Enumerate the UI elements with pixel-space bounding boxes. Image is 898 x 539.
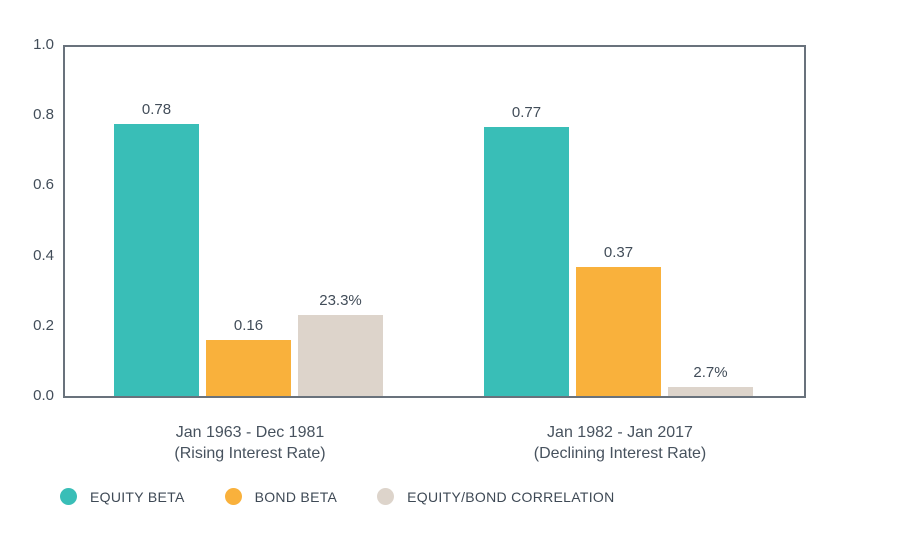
bar-value-label: 0.77: [511, 104, 542, 121]
legend-dot-icon: [60, 488, 77, 505]
y-axis-tick-label: 1.0: [33, 36, 54, 53]
plot-area: 0.78 0.16 23.3% 0.77 0.37 2.7%: [63, 45, 806, 398]
chart-legend: EQUITY BETA BOND BETA EQUITY/BOND CORRELAT…: [60, 488, 615, 505]
legend-item: EQUITY BETA: [60, 488, 185, 505]
bar-bond-beta: 0.37: [576, 244, 661, 396]
bar-value-label: 0.78: [141, 101, 172, 118]
bar-value-label: 0.16: [233, 317, 264, 334]
y-axis-tick-label: 0.6: [33, 176, 54, 193]
x-axis-category-line: Jan 1963 - Dec 1981: [175, 424, 325, 441]
y-axis-tick-label: 0.0: [33, 387, 54, 404]
y-axis-tick-label: 0.4: [33, 247, 54, 264]
y-axis-tick-label: 0.2: [33, 317, 54, 334]
bar-equity-beta: 0.78: [114, 101, 199, 396]
legend-item: BOND BETA: [224, 488, 338, 505]
bar-equity-bond-correlation: 23.3%: [298, 292, 383, 396]
x-axis-category-line: (Declining Interest Rate): [533, 445, 707, 462]
bar-value-label: 23.3%: [319, 292, 362, 309]
bar-group: 0.78 0.16 23.3%: [114, 101, 383, 396]
x-axis-category-label: Jan 1963 - Dec 1981 (Rising Interest Rate…: [174, 422, 325, 464]
bar-value-label: 0.37: [603, 244, 634, 261]
x-axis-category-line: (Rising Interest Rate): [174, 445, 326, 462]
legend-dot-icon: [224, 488, 242, 505]
legend-dot-icon: [377, 488, 395, 505]
x-axis-category-label: Jan 1982 - Jan 2017 (Declining Interest R…: [534, 422, 707, 464]
bar-equity-bond-correlation: 2.7%: [668, 364, 753, 396]
legend-label: BOND BETA: [254, 488, 338, 505]
legend-item: EQUITY/BOND CORRELATION: [377, 488, 614, 505]
x-axis-category-line: Jan 1982 - Jan 2017: [547, 424, 693, 441]
legend-label: EQUITY BETA: [90, 488, 185, 505]
y-axis-tick-label: 0.8: [33, 106, 54, 123]
bar-bond-beta: 0.16: [206, 317, 291, 396]
bar-equity-beta: 0.77: [484, 104, 569, 396]
legend-label: EQUITY/BOND CORRELATION: [407, 488, 615, 505]
bar-group: 0.77 0.37 2.7%: [484, 104, 753, 396]
bar-value-label: 2.7%: [693, 364, 728, 381]
